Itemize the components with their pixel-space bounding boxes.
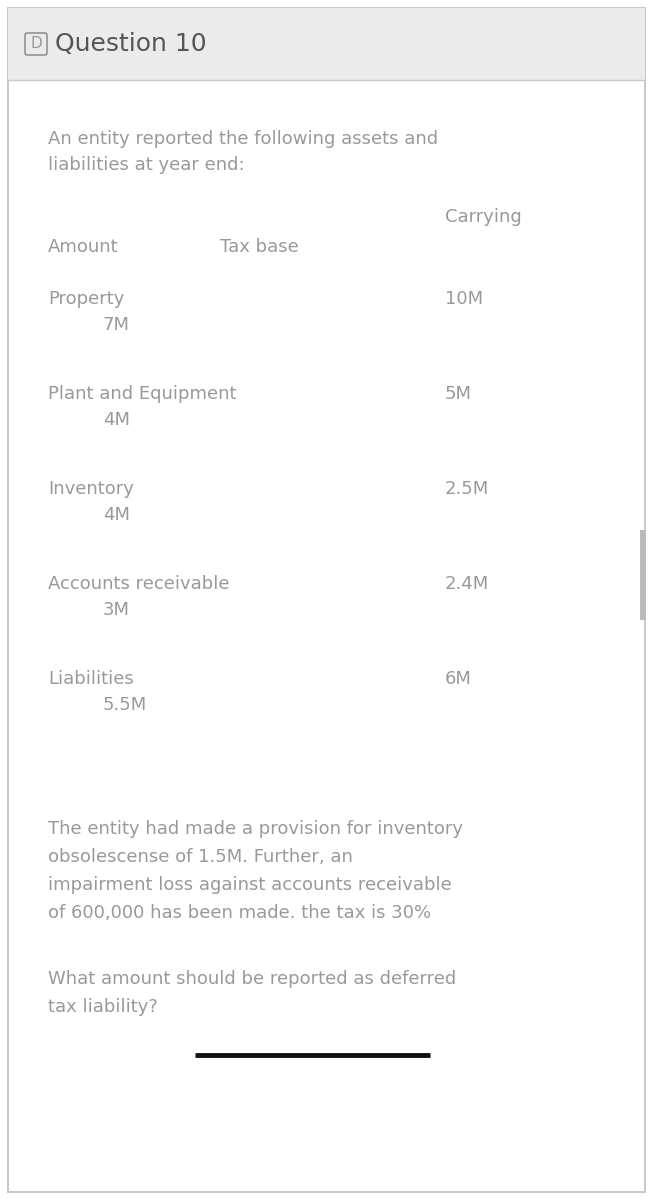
- Text: Question 10: Question 10: [55, 32, 206, 56]
- Text: 3M: 3M: [103, 601, 130, 619]
- Text: tax liability?: tax liability?: [48, 998, 158, 1016]
- Text: The entity had made a provision for inventory: The entity had made a provision for inve…: [48, 820, 463, 838]
- Text: 4M: 4M: [103, 410, 130, 428]
- Text: Tax base: Tax base: [220, 238, 299, 256]
- Text: 10M: 10M: [445, 290, 483, 308]
- Text: Accounts receivable: Accounts receivable: [48, 575, 229, 593]
- Text: liabilities at year end:: liabilities at year end:: [48, 156, 245, 174]
- Text: Amount: Amount: [48, 238, 119, 256]
- Bar: [640, 530, 646, 620]
- Text: Liabilities: Liabilities: [48, 670, 134, 688]
- Text: 2.5M: 2.5M: [445, 480, 489, 498]
- Text: 5M: 5M: [445, 385, 472, 403]
- Text: 6M: 6M: [445, 670, 472, 688]
- Text: of 600,000 has been made. the tax is 30%: of 600,000 has been made. the tax is 30%: [48, 904, 431, 922]
- Text: Inventory: Inventory: [48, 480, 134, 498]
- Bar: [8, 8, 645, 80]
- Text: 7M: 7M: [103, 316, 130, 334]
- Text: 5.5M: 5.5M: [103, 696, 147, 714]
- Text: D: D: [30, 36, 42, 52]
- Text: Property: Property: [48, 290, 124, 308]
- Text: impairment loss against accounts receivable: impairment loss against accounts receiva…: [48, 876, 452, 894]
- Text: Carrying: Carrying: [445, 208, 522, 226]
- Text: An entity reported the following assets and: An entity reported the following assets …: [48, 130, 438, 148]
- Text: obsolescense of 1.5M. Further, an: obsolescense of 1.5M. Further, an: [48, 848, 353, 866]
- Text: 2.4M: 2.4M: [445, 575, 489, 593]
- Text: 4M: 4M: [103, 506, 130, 524]
- Text: What amount should be reported as deferred: What amount should be reported as deferr…: [48, 970, 456, 988]
- Text: Plant and Equipment: Plant and Equipment: [48, 385, 236, 403]
